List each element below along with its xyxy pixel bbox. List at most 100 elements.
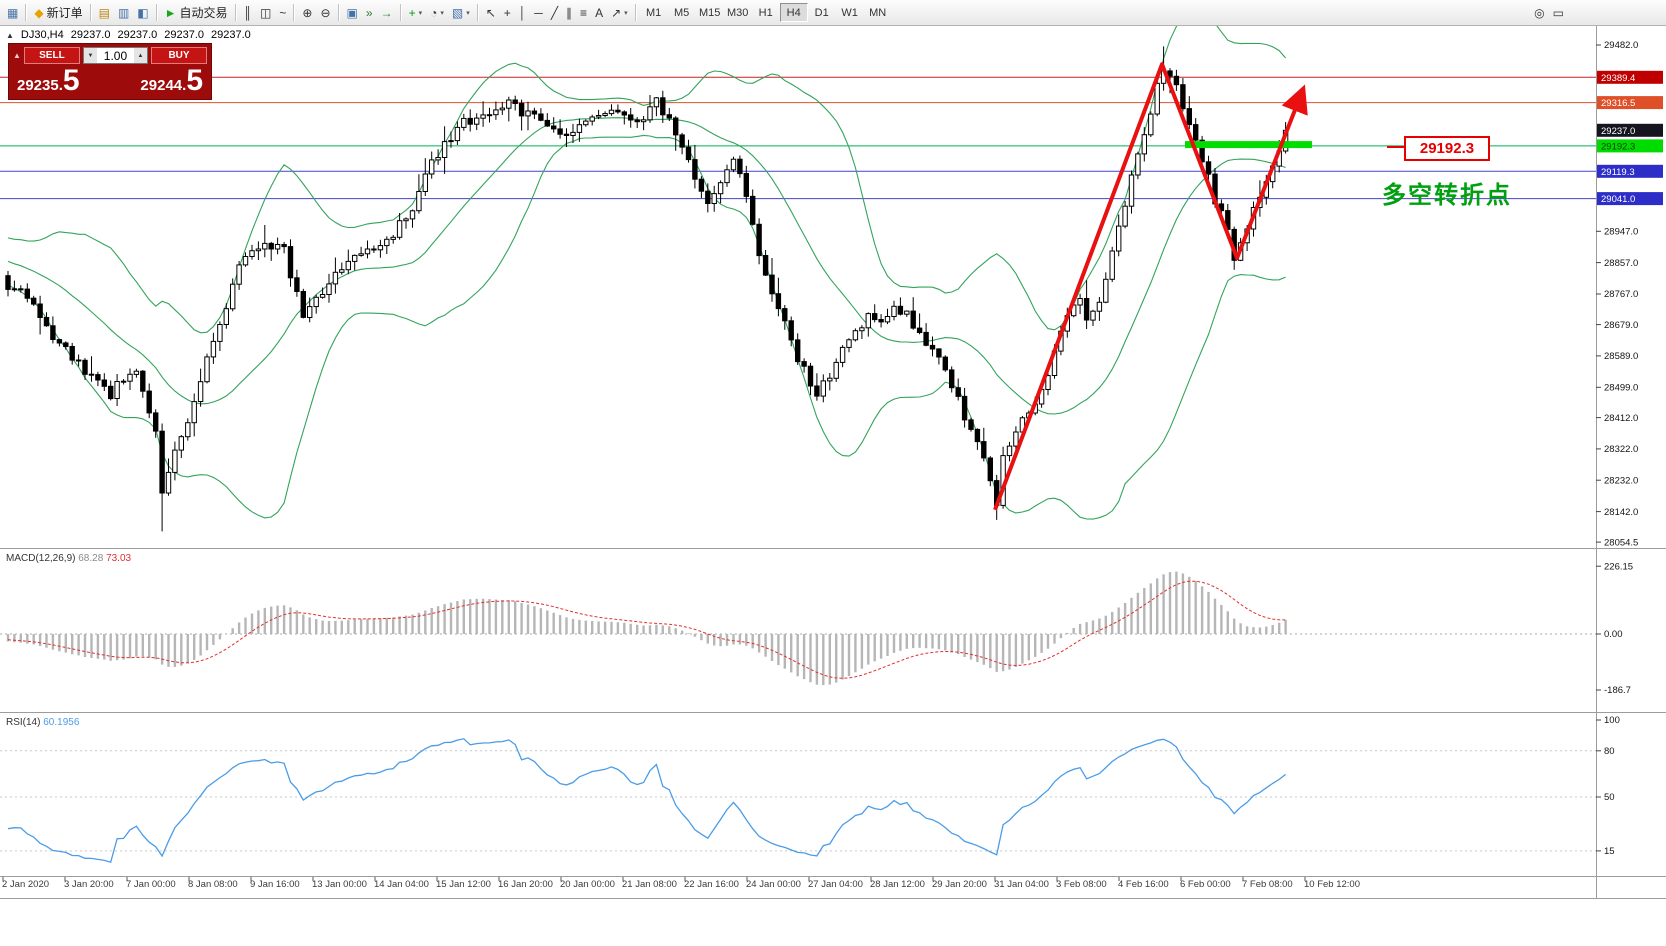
horizontal-line-icon: ─ bbox=[534, 5, 543, 20]
crosshair-icon: + bbox=[503, 5, 511, 20]
trendline-icon[interactable]: ╱ bbox=[547, 3, 562, 23]
svg-text:29 Jan 20:00: 29 Jan 20:00 bbox=[932, 879, 987, 890]
sell-price[interactable]: 29235.5 bbox=[17, 64, 80, 97]
crosshair-icon[interactable]: + bbox=[500, 3, 515, 23]
periods-icon[interactable]: ◔ ▾ bbox=[426, 3, 448, 23]
svg-text:28589.0: 28589.0 bbox=[1604, 351, 1638, 362]
fibonacci-icon: ≡ bbox=[580, 5, 588, 20]
data-window-icon[interactable]: ▥ bbox=[114, 3, 133, 23]
toolbar-separator bbox=[234, 4, 237, 21]
timeframe-h1-button[interactable]: H1 bbox=[752, 3, 780, 22]
autotrade-button[interactable]: ► 自动交易 bbox=[161, 3, 232, 23]
market-watch-icon[interactable]: ▤ bbox=[95, 3, 114, 23]
volume-down-button[interactable]: ▼ bbox=[83, 48, 97, 63]
svg-text:28054.5: 28054.5 bbox=[1604, 537, 1638, 548]
svg-text:22 Jan 16:00: 22 Jan 16:00 bbox=[684, 879, 739, 890]
horizontal-line-icon[interactable]: ─ bbox=[530, 3, 547, 23]
panel-dividers[interactable] bbox=[0, 26, 1666, 899]
templates-icon[interactable]: ▧ ▾ bbox=[448, 3, 474, 23]
svg-text:28412.0: 28412.0 bbox=[1604, 413, 1638, 424]
indicators-icon[interactable]: + ▾ bbox=[405, 3, 427, 23]
arrows-tool-icon[interactable]: ↗ ▾ bbox=[607, 3, 632, 23]
line-chart-icon[interactable]: ~ bbox=[275, 3, 290, 23]
toolbar: ▦ ◆ 新订单 ▤ ▥ ◧ ► 自动交易 ║ ◫ ~ ⊕ ⊖ ▣» → + ▾ ◔ ▾ ▧ ▾ ↖ + │ ─ ╱ ∥ ≡ A ↗ ▾ M1 M… bbox=[0, 0, 1666, 26]
svg-text:8 Jan 08:00: 8 Jan 08:00 bbox=[188, 879, 238, 890]
cursor-icon: ↖ bbox=[485, 5, 496, 20]
new-order-button-label: 新订单 bbox=[46, 6, 83, 20]
trade-panel-controls: ▲ SELL ▼ ▲ BUY bbox=[9, 44, 211, 66]
tile-windows-icon: ▣ bbox=[346, 5, 358, 20]
navigator-icon: ◧ bbox=[137, 5, 149, 20]
candlestick-chart-icon: ◫ bbox=[260, 5, 272, 20]
timeframe-m5-button[interactable]: M5 bbox=[668, 3, 696, 22]
chart-collapse-icon[interactable]: ▲ bbox=[6, 30, 14, 40]
svg-text:10 Feb 12:00: 10 Feb 12:00 bbox=[1304, 879, 1360, 890]
svg-text:28142.0: 28142.0 bbox=[1604, 507, 1638, 518]
indicators-icon: + bbox=[408, 5, 416, 20]
vertical-line-icon[interactable]: │ bbox=[515, 3, 531, 23]
trend-arrow-annotation[interactable] bbox=[993, 62, 1308, 511]
price-tag-29237.0: 29237.0 bbox=[1597, 123, 1663, 137]
candlestick-chart-icon[interactable]: ◫ bbox=[256, 3, 275, 23]
ohlc-close: 29237.0 bbox=[211, 29, 251, 41]
zoom-in-icon[interactable]: ⊕ bbox=[298, 3, 316, 23]
autotrade-icon: ► bbox=[164, 5, 177, 20]
timeframe-d1-button[interactable]: D1 bbox=[808, 3, 836, 22]
svg-text:50: 50 bbox=[1604, 792, 1615, 803]
zoom-out-icon: ⊖ bbox=[320, 5, 331, 20]
svg-text:28499.0: 28499.0 bbox=[1604, 383, 1638, 394]
zoom-out-icon[interactable]: ⊖ bbox=[316, 3, 334, 23]
turning-point-note[interactable]: 多空转折点 bbox=[1382, 182, 1512, 209]
equidistant-channel-icon[interactable]: ∥ bbox=[562, 3, 576, 23]
text-label-icon[interactable]: A bbox=[591, 3, 607, 23]
chart-shift-icon[interactable]: → bbox=[377, 3, 397, 23]
svg-text:29316.5: 29316.5 bbox=[1601, 98, 1635, 109]
price-annotation-box[interactable]: 29192.3 bbox=[1404, 136, 1490, 161]
timeframe-h4-button[interactable]: H4 bbox=[779, 3, 808, 22]
equidistant-channel-icon: ∥ bbox=[566, 5, 573, 20]
macd-signal-line bbox=[7, 580, 1286, 679]
volume-up-button[interactable]: ▲ bbox=[134, 48, 147, 63]
horizontal-lines[interactable] bbox=[0, 76, 1596, 200]
price-chart: 29482.0 28947.0 28857.0 28767.0 28679.0 28589… bbox=[0, 26, 1666, 946]
timeframe-m1-button[interactable]: M1 bbox=[640, 3, 668, 22]
sell-button[interactable]: SELL bbox=[23, 47, 80, 64]
svg-text:16 Jan 20:00: 16 Jan 20:00 bbox=[498, 879, 553, 890]
timeframe-m15-button[interactable]: M15 bbox=[696, 3, 724, 22]
volume-input[interactable] bbox=[96, 48, 134, 63]
svg-text:28679.0: 28679.0 bbox=[1604, 320, 1638, 331]
terminal-icon[interactable]: ▦ bbox=[3, 3, 22, 23]
svg-text:29482.0: 29482.0 bbox=[1604, 40, 1638, 51]
svg-text:0.00: 0.00 bbox=[1604, 629, 1623, 640]
buy-price[interactable]: 29244.5 bbox=[140, 64, 203, 97]
market-watch-icon: ▤ bbox=[98, 5, 110, 20]
svg-text:29041.0: 29041.0 bbox=[1601, 194, 1635, 205]
trade-panel-collapse-icon[interactable]: ▲ bbox=[13, 50, 21, 60]
fibonacci-icon[interactable]: ≡ bbox=[576, 3, 591, 23]
rsi-value: 60.1956 bbox=[43, 717, 80, 728]
chart-shift-icon: → bbox=[380, 5, 393, 20]
buy-button[interactable]: BUY bbox=[151, 47, 207, 64]
auto-scroll-icon[interactable]: » bbox=[362, 3, 377, 23]
timeframe-mn-button[interactable]: MN bbox=[864, 3, 892, 22]
timeframe-w1-button[interactable]: W1 bbox=[836, 3, 864, 22]
support-trendline[interactable] bbox=[1185, 141, 1312, 149]
navigator-icon[interactable]: ◧ bbox=[133, 3, 152, 23]
toolbar-separator bbox=[155, 4, 158, 21]
time-axis[interactable]: 2 Jan 2020 3 Jan 20:00 7 Jan 00:00 8 Jan 08… bbox=[2, 877, 1360, 890]
properties-icon[interactable]: ▭ bbox=[1549, 3, 1568, 23]
timeframe-m30-button[interactable]: M30 bbox=[724, 3, 752, 22]
search-icon[interactable]: ◎ bbox=[1530, 3, 1548, 23]
chevron-down-icon: ▾ bbox=[624, 9, 628, 17]
svg-text:15 Jan 12:00: 15 Jan 12:00 bbox=[436, 879, 491, 890]
cursor-icon[interactable]: ↖ bbox=[482, 3, 500, 23]
tile-windows-icon[interactable]: ▣ bbox=[343, 3, 362, 23]
toolbar-right-icons: ◎ ▭ bbox=[1530, 3, 1568, 23]
price-axis: 29482.0 28947.0 28857.0 28767.0 28679.0 28589… bbox=[1596, 40, 1663, 857]
svg-text:31 Jan 04:00: 31 Jan 04:00 bbox=[994, 879, 1049, 890]
new-order-button[interactable]: ◆ 新订单 bbox=[30, 3, 86, 23]
svg-text:6 Feb 00:00: 6 Feb 00:00 bbox=[1180, 879, 1231, 890]
new-order-icon: ◆ bbox=[34, 5, 44, 20]
bar-chart-icon[interactable]: ║ bbox=[240, 3, 257, 23]
